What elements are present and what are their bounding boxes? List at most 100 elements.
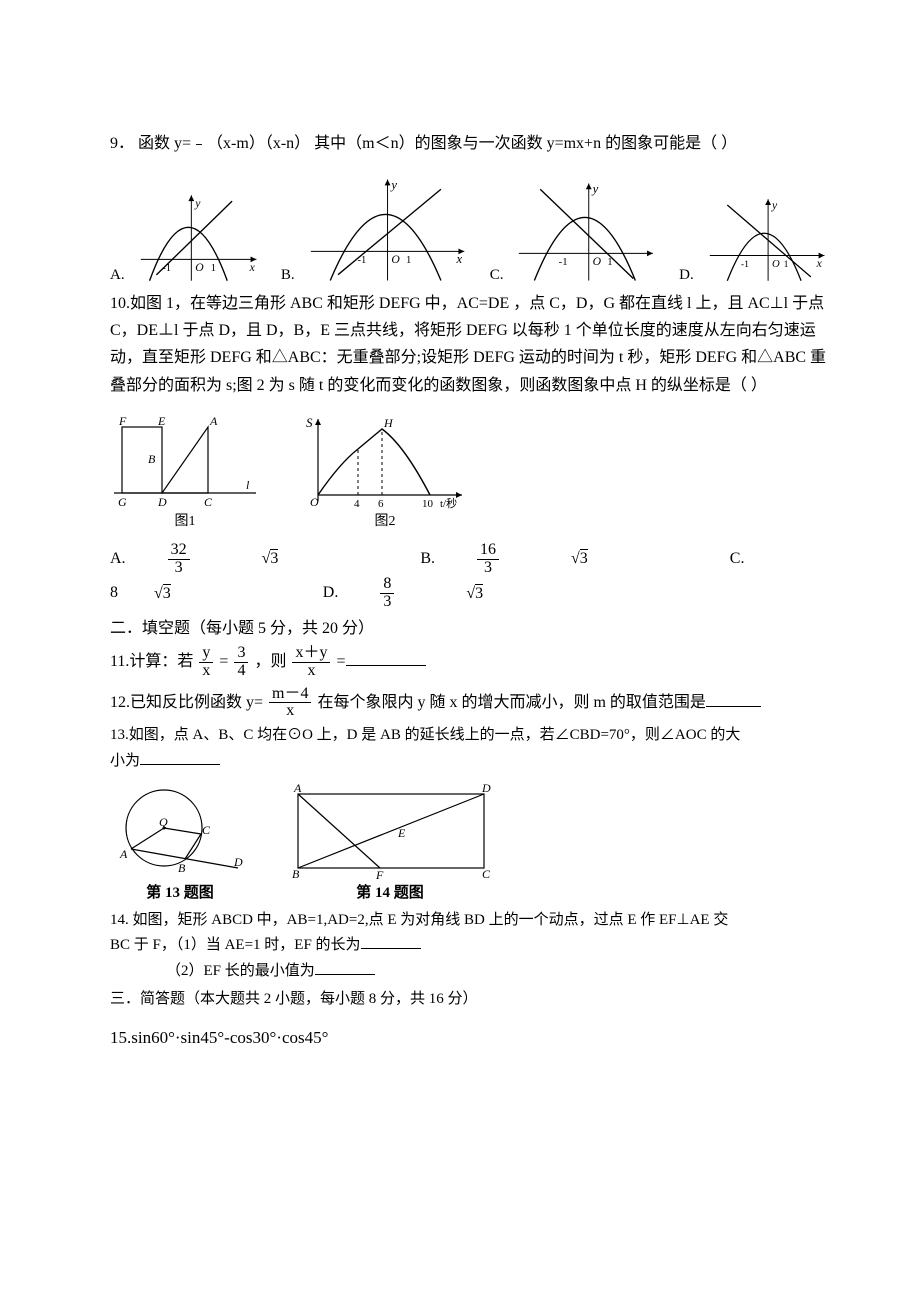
q9-graph-A: y x O -1 1 <box>135 190 261 286</box>
q10-optA-frac: 323 <box>168 542 226 577</box>
fig13: Q C A B D <box>110 782 250 882</box>
svg-text:x: x <box>455 252 462 266</box>
frac-num: 32 <box>168 542 190 560</box>
q13b: 小为 <box>110 749 830 773</box>
frac-num: y <box>199 645 213 663</box>
q13: 13.如图，点 A、B、C 均在⊙O 上，D 是 AB 的延长线上的一点，若∠C… <box>110 724 830 747</box>
svg-text:C: C <box>204 495 213 509</box>
q11-number: 11. <box>110 653 129 670</box>
svg-text:y: y <box>771 199 778 212</box>
q14-text-b: BC 于 F，（1）当 AE=1 时，EF 的长为 <box>110 937 361 953</box>
frac-den: x <box>269 703 311 720</box>
q10-fig2-wrap: S O H 4 6 10 t/秒 图2 <box>300 413 470 532</box>
svg-text:B: B <box>292 867 300 881</box>
fig14-caption: 第 14 题图 <box>280 882 500 905</box>
q10-optB-sqrt: √3 <box>571 550 624 567</box>
q9-graph-C: y -1 O 1 <box>513 178 659 286</box>
svg-text:-1: -1 <box>559 256 568 268</box>
q11-frac1: yx <box>199 645 213 680</box>
q14c: （2）EF 长的最小值为 <box>166 959 830 983</box>
q13-text-b: 小为 <box>110 753 140 769</box>
q15: 15.sin60°·sin45°-cos30°·cos45° <box>110 1025 830 1051</box>
q9-text: 函数 y=﹣（x-m）（x-n） 其中（m＜n）的图象与一次函数 y=mx+n … <box>138 135 737 152</box>
q14a: 14. 如图，矩形 ABCD 中，AB=1,AD=2,点 E 为对角线 BD 上… <box>110 909 830 932</box>
svg-text:H: H <box>383 416 394 430</box>
q9-optD-label: D. <box>679 264 694 287</box>
q10-options: A. 323√3 B. 163√3 C. 8√3 D. 83√3 <box>110 542 830 611</box>
q14-blank1 <box>361 933 421 949</box>
q9-stem: 9． 函数 y=﹣（x-m）（x-n） 其中（m＜n）的图象与一次函数 y=mx… <box>110 132 830 156</box>
svg-text:10: 10 <box>422 498 434 510</box>
svg-text:A: A <box>293 782 302 795</box>
q10-optA: A. 323√3 <box>110 550 354 567</box>
frac-num: 16 <box>477 542 499 560</box>
q11-post: = <box>336 653 345 670</box>
q9-optC-label: C. <box>490 264 504 287</box>
q10-optC-coef: 8 <box>110 584 118 601</box>
svg-text:G: G <box>118 495 127 509</box>
q12-blank <box>706 690 761 707</box>
svg-text:-1: -1 <box>357 254 366 266</box>
q13-blank <box>140 749 220 765</box>
section2-title: 二．填空题（每小题 5 分，共 20 分） <box>110 617 830 641</box>
q10-optD: D. 83√3 <box>323 584 555 601</box>
q11-mid: ，则 <box>254 653 286 670</box>
svg-text:B: B <box>178 861 186 875</box>
svg-text:E: E <box>157 414 166 428</box>
q10-optD-sqrt: √3 <box>466 585 519 602</box>
q10-fig2: S O H 4 6 10 t/秒 <box>300 413 470 511</box>
q13-text-a: 如图，点 A、B、C 均在⊙O 上，D 是 AB 的延长线上的一点，若∠CBD=… <box>129 727 741 743</box>
page-root: 9． 函数 y=﹣（x-m）（x-n） 其中（m＜n）的图象与一次函数 y=mx… <box>0 0 920 1092</box>
q9-number: 9． <box>110 135 134 152</box>
q15-text: sin60°·sin45°-cos30°·cos45° <box>131 1028 328 1047</box>
svg-text:A: A <box>209 414 218 428</box>
q10-number: 10. <box>110 295 130 312</box>
q9-graph-D: y x -1 O 1 <box>704 194 830 286</box>
section3-title: 三．简答题（本大题共 2 小题，每小题 8 分，共 16 分） <box>110 988 830 1011</box>
q13-number: 13. <box>110 727 129 743</box>
q10-optA-label: A. <box>110 550 126 567</box>
q10-optC-label: C. <box>730 550 745 567</box>
frac-den: 3 <box>168 560 190 577</box>
q9-graph-B: y x O -1 1 <box>305 174 470 286</box>
q10-optB-label: B. <box>420 550 435 567</box>
fig14: A D B C E F <box>280 782 500 882</box>
q10-optD-label: D. <box>323 584 339 601</box>
svg-text:S: S <box>306 415 313 430</box>
q14b: BC 于 F，（1）当 AE=1 时，EF 的长为 <box>110 933 830 957</box>
svg-text:C: C <box>482 867 491 881</box>
q10-optA-sqrt: √3 <box>262 550 315 567</box>
q9-optB-label: B. <box>281 264 295 287</box>
frac-num: m－4 <box>269 686 311 704</box>
q12-post: 在每个象限内 y 随 x 的增大而减小，则 m 的取值范围是 <box>317 694 705 711</box>
q10-text: 如图 1，在等边三角形 ABC 和矩形 DEFG 中，AC=DE ，点 C，D，… <box>110 295 826 394</box>
q10-fig1-wrap: F E A B G D C l 图1 <box>110 413 260 532</box>
q12-frac: m－4x <box>269 686 311 721</box>
q10-fig1: F E A B G D C l <box>110 413 260 511</box>
q11: 11.计算：若 yx = 34 ，则 x＋yx = <box>110 645 830 680</box>
svg-text:O: O <box>310 495 319 509</box>
svg-text:6: 6 <box>378 498 384 510</box>
svg-text:4: 4 <box>354 498 360 510</box>
frac-den: 3 <box>380 594 394 611</box>
svg-text:-1: -1 <box>741 259 749 270</box>
q10-optB-frac: 163 <box>477 542 535 577</box>
q9-optA-label: A. <box>110 264 125 287</box>
svg-text:O: O <box>593 255 602 268</box>
q14-blank2 <box>315 959 375 975</box>
svg-text:O: O <box>195 261 204 274</box>
q10-fig1-caption: 图1 <box>110 511 260 532</box>
q14-text-c: （2）EF 长的最小值为 <box>166 963 315 979</box>
q9-figures: A. y x O -1 1 B. y x O -1 1 <box>110 174 830 286</box>
q14-number: 14. <box>110 912 129 928</box>
frac-num: 3 <box>234 645 248 663</box>
svg-text:t/秒: t/秒 <box>440 496 457 510</box>
q10-stem: 10.如图 1，在等边三角形 ABC 和矩形 DEFG 中，AC=DE ，点 C… <box>110 290 830 399</box>
svg-text:C: C <box>202 823 211 837</box>
svg-text:y: y <box>591 182 599 196</box>
q13-14-figures: Q C A B D 第 13 题图 A D B <box>110 782 830 905</box>
svg-text:x: x <box>815 257 822 270</box>
svg-text:E: E <box>397 826 406 840</box>
svg-text:D: D <box>157 495 167 509</box>
q12-number: 12. <box>110 694 130 711</box>
